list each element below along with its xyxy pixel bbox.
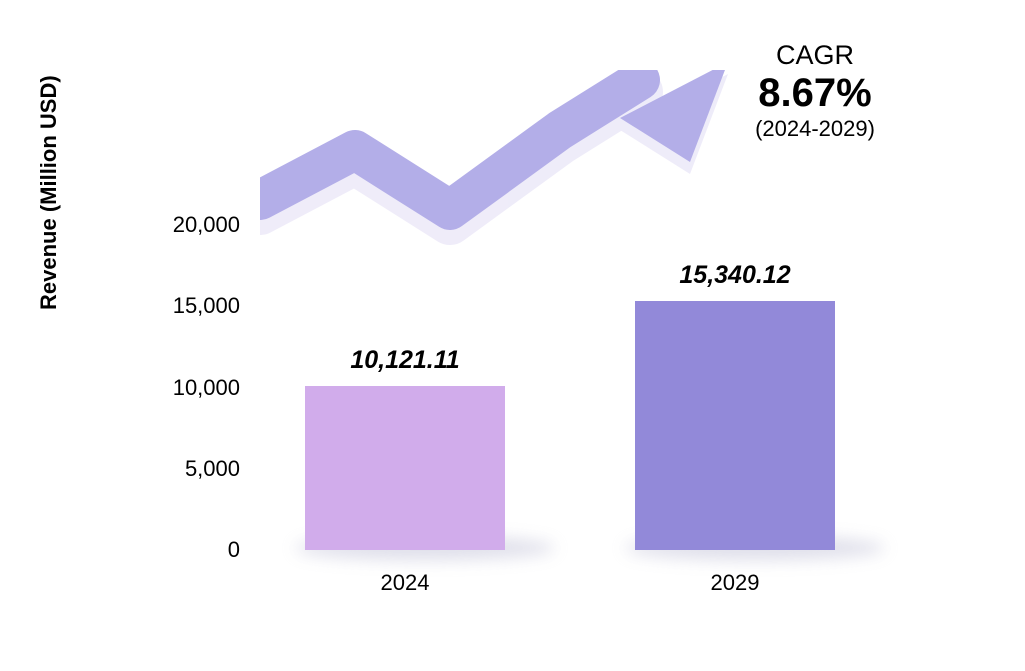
y-tick: 15,000 — [130, 306, 240, 332]
x-category-label: 2024 — [305, 570, 505, 596]
bar — [305, 386, 505, 550]
bar-value-label: 10,121.11 — [285, 346, 525, 375]
cagr-heading: CAGR — [685, 40, 945, 71]
y-tick: 20,000 — [130, 225, 240, 251]
cagr-percent: 8.67% — [685, 71, 945, 116]
growth-arrow-icon — [260, 70, 740, 250]
y-tick: 10,000 — [130, 388, 240, 414]
cagr-range: (2024-2029) — [685, 116, 945, 142]
chart-stage: CAGR 8.67% (2024-2029) Revenue (Million … — [0, 0, 1025, 671]
cagr-block: CAGR 8.67% (2024-2029) — [685, 40, 945, 142]
y-tick: 5,000 — [130, 469, 240, 495]
y-tick: 0 — [130, 550, 240, 576]
y-axis-label: Revenue (Million USD) — [36, 75, 62, 310]
bar — [635, 301, 835, 550]
bar-value-label: 15,340.12 — [615, 261, 855, 290]
x-category-label: 2029 — [635, 570, 835, 596]
